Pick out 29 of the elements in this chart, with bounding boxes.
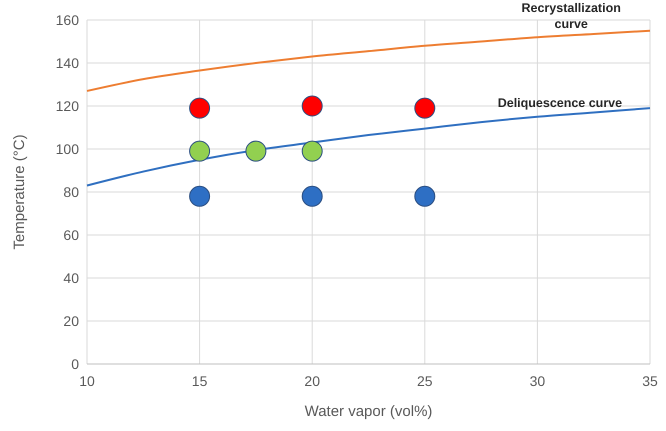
x-tick-label: 10 (79, 373, 95, 389)
y-axis-title: Temperature (°C) (11, 134, 28, 250)
y-tick-label: 80 (63, 184, 80, 200)
point (414, 186, 436, 207)
point (189, 186, 210, 207)
line-series (86, 30, 651, 92)
point (189, 98, 210, 119)
point (189, 140, 210, 162)
annotation: Recrystallization curve (522, 0, 621, 31)
x-tick-label: 30 (530, 373, 546, 389)
y-tick-label: 0 (71, 356, 80, 372)
y-tick-label: 100 (56, 141, 80, 157)
x-tick-label: 25 (417, 373, 433, 389)
y-tick-label: 140 (56, 55, 80, 71)
y-tick-label: 20 (63, 313, 80, 329)
point (302, 140, 323, 162)
x-tick-label: 15 (192, 373, 208, 389)
x-axis-title: Water vapor (vol%) (304, 403, 432, 420)
y-tick-label: 60 (63, 227, 80, 243)
point (245, 140, 266, 162)
point (302, 96, 323, 116)
annotation: Deliquescence curve (498, 96, 622, 110)
y-tick-label: 40 (63, 270, 80, 286)
point (302, 186, 323, 207)
y-tick-label: 120 (56, 98, 80, 114)
x-tick-label: 20 (304, 373, 320, 389)
y-tick-label: 160 (56, 12, 80, 28)
point (414, 98, 436, 119)
x-tick-label: 35 (642, 373, 658, 389)
